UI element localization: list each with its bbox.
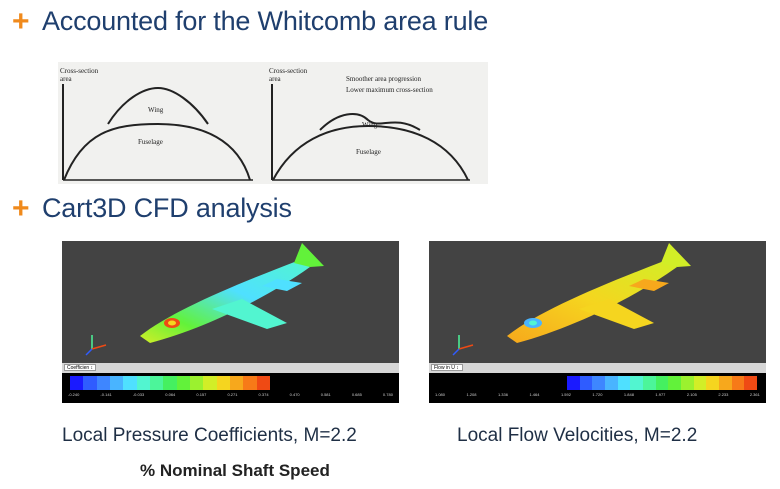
colorbar-segment [731, 376, 745, 390]
colorbar-segment [163, 376, 177, 390]
colorbar-segment [668, 376, 682, 390]
scalar-select[interactable]: Coefficien ↕ [64, 364, 96, 371]
colorbar-legend: 1.080 1.208 1.336 1.464 1.592 1.720 1.848 1.977… [429, 373, 766, 403]
colorbar-legend: -0.240 -0.141 -0.033 0.064 0.157 0.271 0.374 0.… [62, 373, 399, 403]
colorbar-tick-label: 1.336 [497, 392, 508, 397]
colorbar-tick-label: 1.848 [623, 392, 634, 397]
colorbar-segment [203, 376, 217, 390]
colorbar-tick-label: 1.208 [466, 392, 477, 397]
colorbar-tick-label: 2.105 [686, 392, 697, 397]
aircraft-pressure-render [85, 243, 324, 356]
right-wing-label: Wing [362, 121, 378, 129]
colorbar-segment [83, 376, 97, 390]
axis-triad-icon [85, 335, 107, 356]
colorbar-segment [630, 376, 644, 390]
colorbar-tick-label: -0.141 [100, 392, 112, 397]
pressure-caption: Local Pressure Coefficients, M=2.2 [62, 425, 357, 446]
colorbar-tick-label: 0.064 [165, 392, 176, 397]
velocity-caption: Local Flow Velocities, M=2.2 [457, 425, 698, 446]
colorbar-segment [149, 376, 164, 390]
cfd-velocity-panel: Flow in U ↕ 1.080 1.208 1.336 1.464 1.592 1.7… [429, 241, 766, 403]
colorbar-tick-label: 2.361 [749, 392, 760, 397]
colorbar-tick-label: -0.033 [132, 392, 145, 397]
colorbar [567, 376, 758, 390]
area-rule-sketch: Cross-section area Wing Fuselage Cross-s… [58, 62, 488, 184]
colorbar-tick-label: 0.271 [227, 392, 238, 397]
colorbar-segment [229, 376, 244, 390]
area-rule-diagram: Cross-section area Wing Fuselage Cross-s… [60, 67, 470, 181]
colorbar-ticks: -0.240 -0.141 -0.033 0.064 0.157 0.271 0.374 0.… [68, 392, 393, 397]
colorbar-tick-label: 0.157 [196, 392, 207, 397]
colorbar-tick-label: 1.977 [655, 392, 666, 397]
colorbar-segment [256, 376, 270, 390]
colorbar-tick-label: 2.233 [718, 392, 729, 397]
left-fuselage-label: Fuselage [138, 138, 163, 146]
colorbar-ticks: 1.080 1.208 1.336 1.464 1.592 1.720 1.848 1.977… [435, 392, 760, 397]
colorbar-tick-label: 0.470 [289, 392, 300, 397]
colorbar-segment [96, 376, 110, 390]
colorbar-segment [681, 376, 694, 390]
colorbar-segment [70, 376, 84, 390]
colorbar-segment [136, 376, 150, 390]
colorbar [70, 376, 270, 390]
colorbar-tick-label: -0.240 [68, 392, 80, 397]
aircraft-velocity-render [452, 243, 691, 356]
right-fuselage-curve [272, 124, 469, 181]
colorbar-segment [567, 376, 580, 390]
axis-triad-icon [452, 335, 474, 356]
colorbar-segment [189, 376, 204, 390]
colorbar-tick-label: 1.464 [529, 392, 540, 397]
colorbar-tick-label: 0.685 [351, 392, 362, 397]
right-wing-hump [319, 113, 421, 131]
nominal-shaft-speed-note: % Nominal Shaft Speed [140, 461, 330, 480]
colorbar-segment [643, 376, 656, 390]
colorbar-segment [605, 376, 618, 390]
right-fuselage-label: Fuselage [356, 148, 381, 156]
cfd-pressure-panel: Coefficien ↕ -0.240 -0.141 -0.033 0.064 0.15… [62, 241, 399, 403]
bullet-plus-icon: + [12, 4, 30, 38]
left-axis-label-1: Cross-section [60, 67, 99, 75]
colorbar-segment [693, 376, 707, 390]
colorbar-tick-label: 0.780 [382, 392, 393, 397]
bullet-plus-icon: + [12, 191, 30, 225]
colorbar-segment [719, 376, 732, 390]
colorbar-segment [579, 376, 593, 390]
colorbar-segment [216, 376, 230, 390]
left-wing-label: Wing [148, 106, 164, 114]
colorbar-segment [123, 376, 137, 390]
colorbar-segment [655, 376, 669, 390]
scalar-select[interactable]: Flow in U ↕ [431, 364, 463, 371]
colorbar-segment [176, 376, 190, 390]
colorbar-segment [706, 376, 720, 390]
bullet-text: Accounted for the Whitcomb area rule [42, 6, 489, 36]
right-axis-label-1: Cross-section [269, 67, 308, 75]
left-fuselage-curve [63, 122, 251, 181]
left-axis-label-2: area [60, 75, 73, 83]
bullet-text: Cart3D CFD analysis [42, 193, 292, 223]
colorbar-tick-label: 1.592 [560, 392, 571, 397]
colorbar-segment [243, 376, 257, 390]
colorbar-segment [617, 376, 631, 390]
control-bar: Coefficien ↕ [62, 363, 399, 373]
right-note-2: Lower maximum cross-section [346, 86, 433, 94]
right-note-1: Smoother area progression [346, 75, 422, 83]
colorbar-tick-label: 0.581 [320, 392, 331, 397]
right-axis-label-2: area [269, 75, 282, 83]
bullet-cfd-analysis: + Cart3D CFD analysis [12, 193, 292, 224]
colorbar-segment [592, 376, 606, 390]
control-bar: Flow in U ↕ [429, 363, 766, 373]
colorbar-segment [744, 376, 758, 390]
colorbar-tick-label: 0.374 [258, 392, 269, 397]
colorbar-tick-label: 1.080 [435, 392, 446, 397]
left-wing-bump [107, 86, 209, 125]
bullet-area-rule: + Accounted for the Whitcomb area rule [12, 6, 488, 37]
colorbar-segment [109, 376, 124, 390]
colorbar-tick-label: 1.720 [592, 392, 603, 397]
